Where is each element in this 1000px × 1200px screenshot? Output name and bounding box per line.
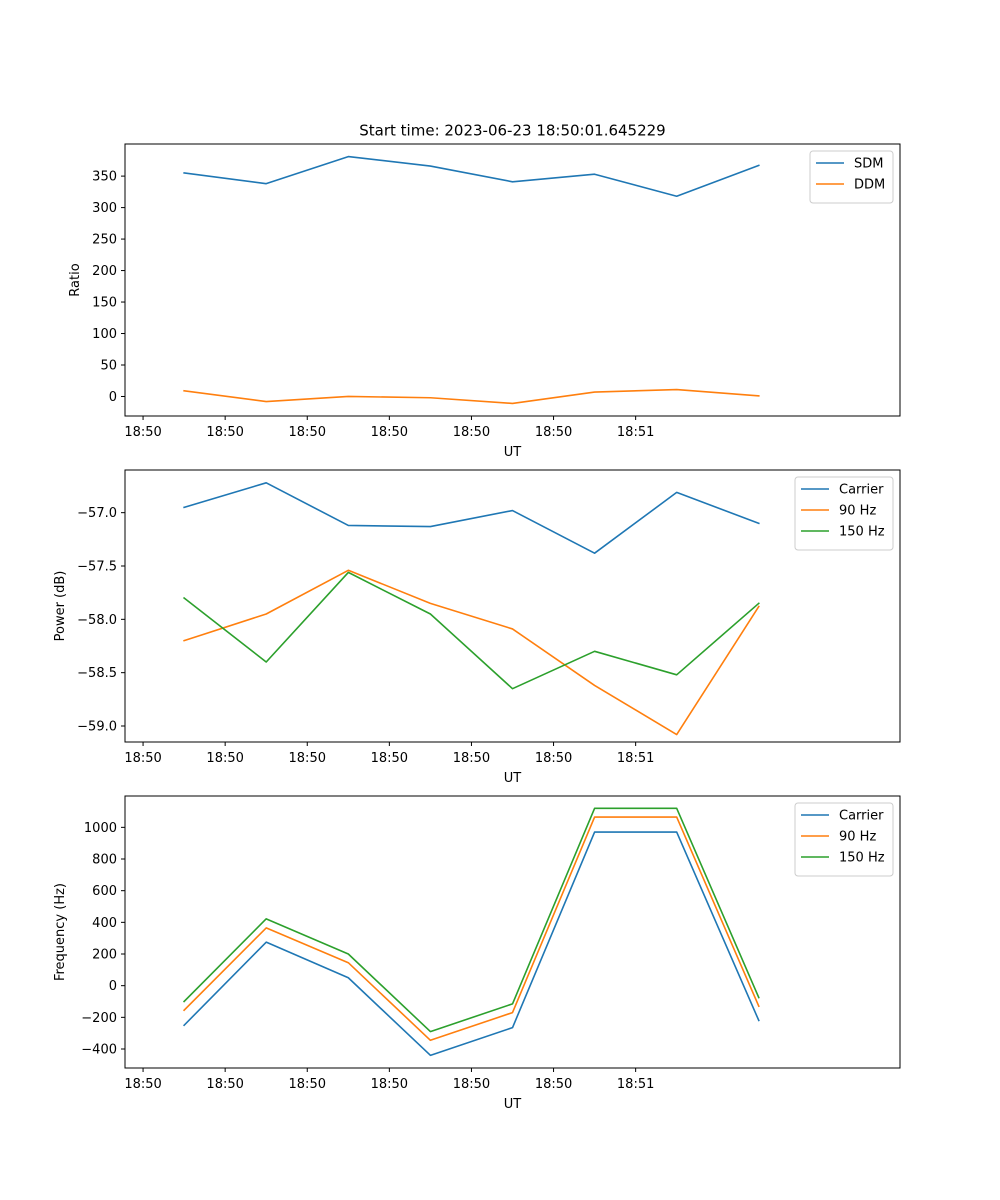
legend-label: 90 Hz: [839, 830, 876, 845]
y-tick-label: 400: [92, 916, 117, 931]
legend-label: 150 Hz: [839, 851, 885, 866]
y-tick-label: −57.5: [77, 560, 117, 575]
x-tick-label: 18:50: [453, 425, 490, 440]
y-tick-label: 100: [92, 327, 117, 342]
x-tick-label: 18:50: [453, 1077, 490, 1092]
x-axis-label: UT: [504, 445, 522, 460]
y-tick-label: 150: [92, 296, 117, 311]
y-tick-label: −58.0: [77, 613, 117, 628]
x-tick-label: 18:50: [371, 425, 408, 440]
x-axis-label: UT: [504, 1097, 522, 1112]
x-tick-label: 18:50: [453, 751, 490, 766]
y-tick-label: 350: [92, 170, 117, 185]
series-line-90-hz: [183, 569, 760, 736]
x-tick-label: 18:51: [617, 751, 654, 766]
x-tick-label: 18:50: [535, 1077, 572, 1092]
y-tick-label: 50: [100, 359, 117, 374]
panel-3: 18:50 18:50 18:50 18:50 18:50 18:50 18:51 −400 −…: [53, 795, 901, 1112]
x-tick-label: 18:51: [617, 1077, 654, 1092]
x-tick-label: 18:50: [289, 425, 326, 440]
x-tick-label: 18:50: [206, 751, 243, 766]
x-tick-label: 18:50: [535, 751, 572, 766]
y-tick-label: 200: [92, 264, 117, 279]
legend-label: SDM: [854, 157, 883, 172]
y-tick-label: 0: [109, 390, 117, 405]
legend-label: DDM: [854, 178, 885, 193]
y-axis-label: Frequency (Hz): [53, 883, 68, 981]
legend-box: [809, 150, 894, 204]
y-tick-label: −58.5: [77, 666, 117, 681]
chart-title: Start time: 2023-06-23 18:50:01.645229: [359, 122, 665, 140]
series-line-150-hz: [182, 571, 760, 690]
y-axis-label: Power (dB): [53, 571, 68, 642]
x-tick-label: 18:50: [206, 1077, 243, 1092]
y-tick-label: −200: [81, 1011, 117, 1026]
y-tick-label: −400: [81, 1043, 117, 1058]
y-tick-label: 0: [109, 979, 117, 994]
y-tick-label: 200: [92, 948, 117, 963]
y-tick-label: 1000: [84, 821, 117, 836]
x-axis-label: UT: [504, 771, 522, 786]
legend-label: 90 Hz: [839, 504, 876, 519]
axes-frame: [124, 469, 901, 743]
series-line-carrier: [183, 481, 760, 555]
series-line-ddm: [183, 388, 760, 405]
x-tick-label: 18:50: [289, 751, 326, 766]
y-tick-label: 300: [92, 201, 117, 216]
legend: SDM DDM: [809, 150, 894, 204]
panels-container: 18:50 18:50 18:50 18:50 18:50 18:50 18:51 0 50 10…: [53, 143, 901, 1112]
y-tick-label: −57.0: [77, 506, 117, 521]
legend-label: Carrier: [839, 483, 884, 498]
series-line-150-hz: [182, 807, 760, 1033]
x-tick-label: 18:50: [371, 1077, 408, 1092]
legend: Carrier 90 Hz 150 Hz: [794, 802, 894, 877]
legend-label: 150 Hz: [839, 525, 885, 540]
x-tick-label: 18:50: [124, 1077, 161, 1092]
x-tick-label: 18:50: [206, 425, 243, 440]
y-tick-label: −59.0: [77, 720, 117, 735]
x-tick-label: 18:50: [124, 751, 161, 766]
legend-label: Carrier: [839, 809, 884, 824]
x-tick-label: 18:51: [617, 425, 654, 440]
series-line-carrier: [182, 831, 760, 1057]
y-axis-label: Ratio: [68, 263, 83, 296]
panel-1: 18:50 18:50 18:50 18:50 18:50 18:50 18:51 0 50 10…: [68, 143, 901, 460]
series-line-90-hz: [182, 816, 760, 1042]
x-tick-label: 18:50: [289, 1077, 326, 1092]
legend: Carrier 90 Hz 150 Hz: [794, 476, 894, 551]
x-tick-label: 18:50: [371, 751, 408, 766]
x-tick-label: 18:50: [535, 425, 572, 440]
y-tick-label: 250: [92, 233, 117, 248]
series-line-sdm: [183, 155, 760, 198]
axes-frame: [124, 795, 901, 1069]
y-tick-label: 600: [92, 884, 117, 899]
panel-2: 18:50 18:50 18:50 18:50 18:50 18:50 18:51 −59.0…: [53, 469, 901, 786]
x-tick-label: 18:50: [124, 425, 161, 440]
axes-frame: [124, 143, 901, 417]
y-tick-label: 800: [92, 853, 117, 868]
